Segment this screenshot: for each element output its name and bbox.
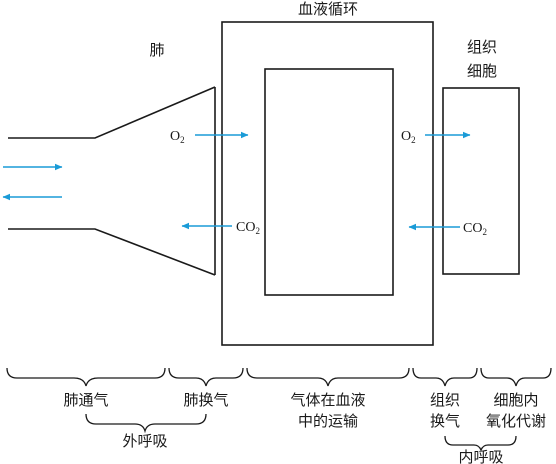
pulmonary-ventilation-label: 肺通气: [63, 391, 108, 409]
cell-metabolism-label-line2: 氧化代谢: [486, 412, 546, 430]
stage-braces: [7, 368, 551, 386]
tissue-exchange-label-line1: 组织: [430, 391, 460, 409]
blood-transport-label-line2: 中的运输: [298, 412, 358, 430]
external-respiration-label: 外呼吸: [122, 432, 167, 450]
brace-tissue-exchange: [413, 368, 477, 386]
airway-lower-line: [8, 229, 215, 275]
co2-label-right: CO2: [463, 221, 487, 237]
tissue-cell-label-line2: 细胞: [467, 62, 497, 80]
co2-label-left: CO2: [236, 220, 260, 236]
brace-pulmonary-gas-exchange: [169, 368, 243, 386]
pulmonary-gas-exchange-label: 肺换气: [183, 391, 228, 409]
lung-label: 肺: [149, 41, 164, 59]
brace-blood-transport: [247, 368, 409, 386]
blood-transport-label-line1: 气体在血液: [290, 391, 365, 409]
brace-cell-metabolism: [481, 368, 551, 386]
blood-circulation-outer-box: [222, 22, 433, 345]
blood-circulation-inner-box: [265, 69, 393, 295]
tissue-cell-label-line1: 组织: [467, 38, 497, 56]
blood-circulation-label: 血液循环: [298, 0, 358, 18]
brace-external-respiration: [86, 414, 206, 431]
cell-metabolism-label-line1: 细胞内: [493, 391, 538, 409]
internal-respiration-label: 内呼吸: [458, 448, 503, 464]
tissue-cell-box: [443, 88, 519, 274]
o2-label-right: O2: [401, 129, 416, 145]
brace-pulmonary-ventilation: [7, 368, 165, 386]
tissue-exchange-label-line2: 换气: [430, 412, 460, 430]
airway-upper-line: [8, 87, 215, 138]
lung-shape: [8, 87, 215, 275]
o2-label-left: O2: [170, 129, 185, 145]
